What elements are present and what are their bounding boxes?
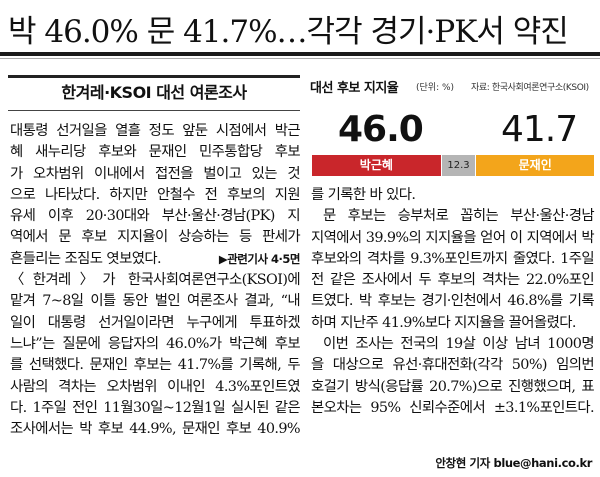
body-line: 역에서 문 후보 지지율이 상승하는 등 판세가	[10, 229, 301, 246]
body-line: 호걸기 방식(응답률 20.7%)으로 진행했으며, 표	[311, 378, 595, 395]
chart-unit: (단위: %)	[416, 83, 455, 93]
body-line: 가 오차범위 이내에서 접전을 벌이고 있는 것	[10, 165, 301, 182]
bar-other: 12.3	[441, 155, 476, 176]
body-line: 혜 새누리당 후보와 문재인 민주통합당 후보	[10, 144, 301, 161]
body-line-with-ref: 흔들리는 조짐도 엿보였다. ▶관련기사 4·5면	[10, 249, 301, 270]
right-column: 를 기록한 바 있다. 문 후보는 승부처로 꼽히는 부산·울산·경남 지역에서…	[311, 185, 595, 419]
body-line: 본오차는 95% 신뢰수준에서 ±3.1%포인트다.	[311, 399, 595, 416]
body-line: 사람의 격차는 오차범위 이내인 4.3%포인트였	[10, 378, 301, 395]
value-label-park: 46.0	[338, 109, 424, 150]
body-line: 지역에서 39.9%의 지지율을 얻어 이 지역에서 박	[311, 229, 595, 246]
body-line: 일이 대통령 선거일이라면 누구에게 투표하겠	[10, 314, 301, 331]
body-line: 조사에서는 박 후보 44.9%, 문재인 후보 40.9%	[10, 421, 301, 438]
byline: 안창현 기자 blue@hani.co.kr	[435, 456, 592, 470]
body-line: 대통령 선거일을 열흘 정도 앞둔 시점에서 박근	[10, 123, 301, 139]
body-line: 하며 지난주 41.9%보다 지지율을 끌어올렸다.	[311, 314, 576, 331]
related-article-ref[interactable]: ▶관련기사 4·5면	[218, 251, 301, 266]
body-line: 를 선택했다. 문재인 후보는 41.7%를 기록해, 두	[10, 357, 301, 374]
body-line: 를 기록한 바 있다.	[311, 187, 416, 203]
body-line: 이번 조사는 전국의 19살 이상 남녀 1000명	[323, 336, 595, 353]
headline-rule-thin	[0, 58, 600, 59]
support-rate-chart: 대선 후보 지지율 (단위: %) 자료: 한국사회여론연구소(KSOI) 46…	[308, 73, 598, 181]
body-line: 느냐”는 질문에 응답자의 46.0%가 박근혜 후보	[10, 335, 301, 352]
body-line: 유세 이후 20·30대와 부산·울산·경남(PK) 지	[10, 208, 301, 225]
headline-rule	[0, 52, 600, 56]
body-line: 흔들리는 조짐도 엿보였다.	[10, 250, 162, 267]
body-line: 문 후보는 승부처로 꼽히는 부산·울산·경남	[323, 208, 595, 225]
body-line: 〈한겨레〉가 한국사회여론연구소(KSOI)에	[10, 272, 301, 289]
bar-moon: 문재인	[476, 155, 594, 176]
headline: 박 46.0% 문 41.7%…각각 경기·PK서 약진	[8, 14, 569, 50]
headline-bar: 박 46.0% 문 41.7%…각각 경기·PK서 약진	[0, 0, 600, 56]
bar-park: 박근혜	[312, 155, 441, 176]
body-line: 다. 1주일 전인 11월30일~12월1일 실시된 같은	[10, 399, 301, 416]
body-line: 전 같은 조사에서 두 후보의 격차는 22.0%포인	[311, 272, 595, 289]
body-line: 트였다. 박 후보는 경기·인천에서 46.8%를 기록	[311, 293, 595, 310]
body-line: 을 대상으로 유선·휴대전화(각각 50%) 임의번	[311, 357, 595, 374]
chart-source: 자료: 한국사회여론연구소(KSOI)	[471, 83, 589, 93]
left-column: 대통령 선거일을 열흘 정도 앞둔 시점에서 박근 혜 새누리당 후보와 문재인…	[10, 121, 301, 440]
body-line: 으로 나타났다. 하지만 안철수 전 후보의 지원	[10, 186, 301, 203]
body-line: 후보와의 격차를 9.3%포인트까지 줄였다. 1주일	[311, 250, 595, 267]
value-label-moon: 41.7	[501, 109, 578, 150]
chart-title: 대선 후보 지지율	[310, 81, 399, 96]
body-line: 맡겨 7~8일 이틀 동안 벌인 여론조사 결과, “내	[10, 293, 301, 310]
subhead: 한겨레·KSOI 대선 여론조사	[8, 75, 300, 111]
